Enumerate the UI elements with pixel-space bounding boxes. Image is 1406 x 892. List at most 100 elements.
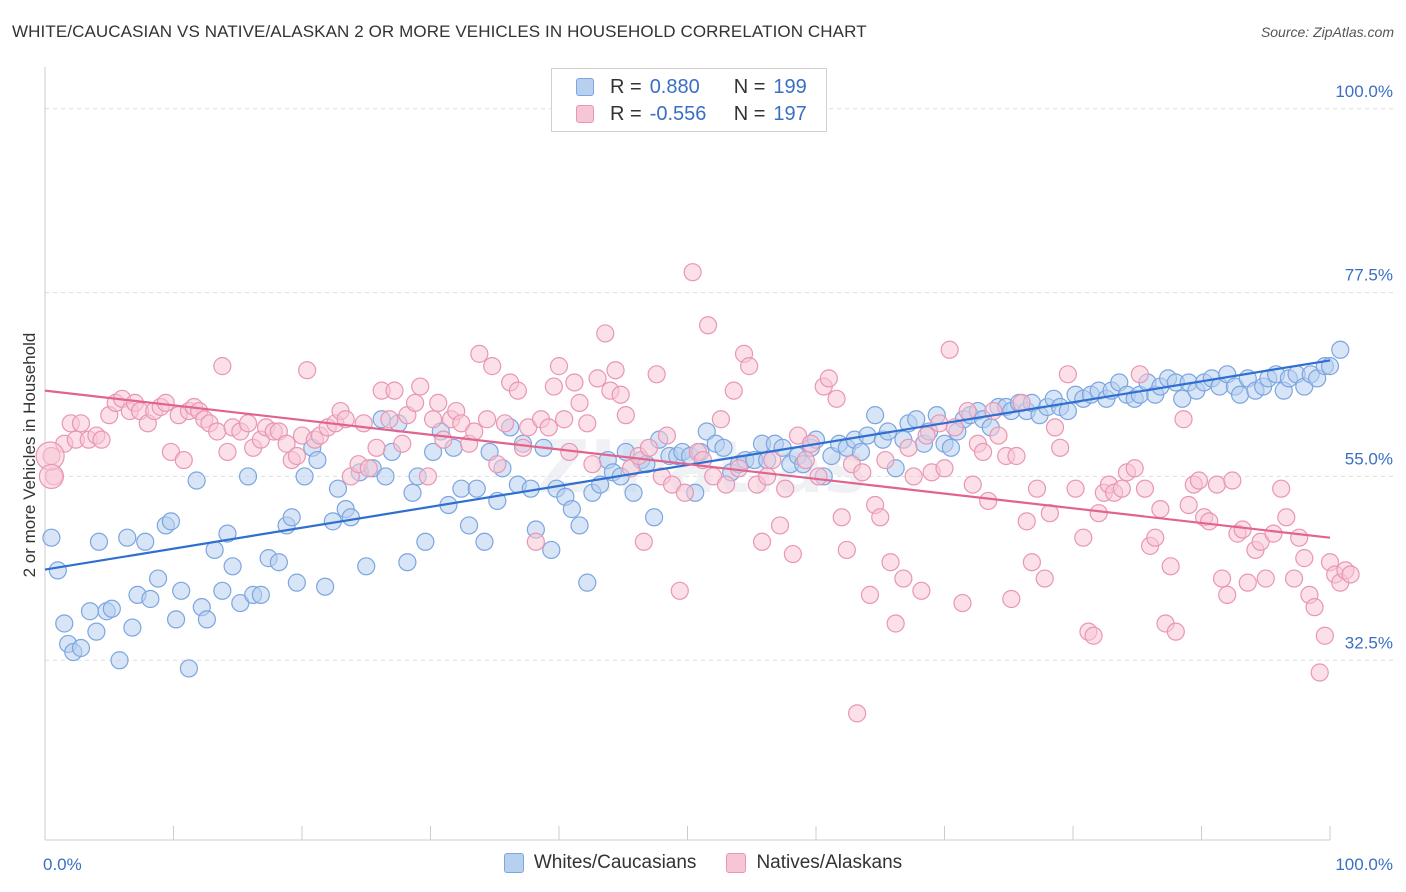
point-whites-51 [376, 467, 395, 486]
point-whites-20 [166, 610, 186, 629]
point-natives-176 [1089, 504, 1108, 523]
chart-title: WHITE/CAUCASIAN VS NATIVE/ALASKAN 2 OR M… [12, 22, 867, 41]
point-natives-164 [1017, 512, 1036, 531]
point-whites-98 [697, 422, 716, 441]
point-natives-71 [477, 410, 497, 429]
point-natives-125 [796, 450, 815, 470]
point-natives-175 [1084, 626, 1103, 645]
legend-r-value: 0.880 [649, 75, 700, 98]
point-natives-167 [1035, 569, 1054, 588]
point-natives-214 [1305, 598, 1324, 617]
point-natives-199 [1218, 585, 1237, 604]
point-natives-153 [958, 401, 977, 421]
point-natives-67 [452, 414, 471, 433]
point-natives-28 [213, 357, 232, 376]
point-natives-165 [1022, 553, 1041, 572]
x-tick-label-max: 100.0% [1335, 855, 1393, 874]
point-whites-79 [570, 516, 589, 535]
point-natives-187 [1151, 500, 1170, 519]
legend-n-label: N = [733, 102, 766, 125]
point-whites-39 [295, 467, 314, 486]
point-natives-123 [783, 544, 802, 564]
point-natives-129 [819, 369, 838, 388]
point-natives-62 [423, 410, 443, 429]
point-whites-57 [416, 532, 435, 551]
legend-swatch-whites [576, 78, 594, 96]
correlation-legend: R = 0.880 N = 199 R = -0.556 N = 197 [551, 68, 827, 132]
point-whites-55 [403, 483, 422, 502]
point-natives-60 [411, 377, 430, 396]
point-natives-211 [1290, 528, 1309, 547]
source-credit: Source: ZipAtlas.com [1260, 24, 1394, 40]
point-whites-25 [197, 610, 217, 629]
point-natives-131 [832, 508, 851, 527]
point-natives-169 [1045, 418, 1065, 437]
point-natives-32 [238, 414, 258, 433]
point-natives-82 [544, 377, 563, 396]
point-natives-95 [616, 406, 635, 425]
point-natives-88 [578, 414, 597, 433]
point-natives-21 [174, 450, 193, 470]
legend-n-value: 197 [773, 102, 807, 125]
point-whites-63 [459, 516, 479, 535]
point-natives-89 [583, 455, 602, 474]
point-natives-212 [1295, 549, 1314, 568]
point-natives-100 [647, 365, 666, 384]
point-natives-182 [1125, 459, 1144, 478]
point-whites-127 [907, 410, 926, 429]
y-tick-label: 55.0% [1345, 449, 1393, 468]
legend-item-natives[interactable]: Natives/Alaskans [726, 852, 902, 874]
point-natives-209 [1277, 508, 1296, 527]
point-whites-80 [578, 573, 597, 592]
point-natives-5 [71, 414, 91, 433]
point-natives-145 [912, 581, 931, 600]
point-natives-149 [935, 459, 954, 478]
point-natives-161 [1002, 589, 1021, 609]
point-natives-134 [848, 704, 867, 723]
point-natives-120 [763, 450, 782, 470]
point-whites-31 [238, 467, 258, 486]
tick-labels: 32.5% 55.0% 77.5% 100.0% 0.0% 100.0% [43, 82, 1393, 874]
legend-n-label: N = [733, 75, 766, 98]
point-whites-23 [187, 471, 206, 490]
point-whites-17 [148, 569, 168, 588]
point-whites-10 [102, 599, 121, 618]
point-whites-30 [231, 593, 250, 613]
point-whites-119 [851, 442, 871, 462]
point-natives-141 [886, 614, 905, 633]
point-natives-170 [1051, 438, 1070, 457]
point-whites-28 [218, 524, 237, 543]
point-whites-33 [251, 585, 270, 604]
point-natives-221 [1341, 565, 1360, 584]
point-natives-144 [904, 467, 923, 486]
point-natives-119 [758, 467, 777, 486]
point-natives-76 [508, 381, 527, 400]
point-natives-143 [899, 438, 918, 457]
point-natives-183 [1130, 365, 1149, 384]
point-whites-41 [308, 450, 327, 470]
point-whites-165 [1173, 389, 1192, 408]
point-whites-12 [118, 528, 137, 547]
point-natives-172 [1066, 479, 1085, 498]
scatter-points [35, 263, 1360, 723]
point-whites-15 [136, 532, 155, 551]
point-natives-132 [837, 540, 856, 560]
legend-r-label: R = [610, 102, 642, 125]
point-natives-74 [495, 414, 515, 433]
point-natives-191 [1174, 410, 1193, 429]
point-natives-200 [1223, 471, 1242, 490]
point-natives-118 [752, 532, 772, 551]
point-natives-124 [788, 426, 808, 445]
legend-label-natives: Natives/Alaskans [756, 852, 903, 873]
point-natives-70 [470, 344, 489, 363]
legend-item-whites[interactable]: Whites/Caucasians [503, 852, 696, 874]
point-natives-19 [161, 442, 181, 462]
point-natives-52 [359, 459, 378, 478]
point-whites-7 [87, 622, 106, 641]
point-natives-171 [1058, 365, 1077, 384]
point-whites-11 [110, 651, 129, 670]
point-natives-104 [670, 581, 689, 600]
point-natives-106 [683, 263, 702, 282]
point-natives-63 [429, 393, 448, 412]
point-natives-103 [662, 475, 682, 494]
